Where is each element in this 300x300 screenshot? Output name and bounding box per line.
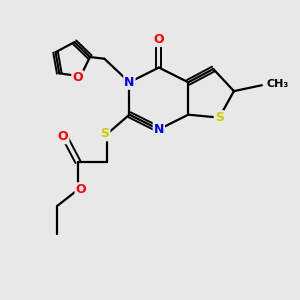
Text: O: O <box>58 130 68 143</box>
Text: S: S <box>215 111 224 124</box>
Text: S: S <box>100 127 109 140</box>
Text: N: N <box>154 123 164 136</box>
Text: O: O <box>76 183 86 196</box>
Text: N: N <box>124 76 135 89</box>
Text: O: O <box>72 71 83 84</box>
Text: O: O <box>154 33 164 46</box>
Text: CH₃: CH₃ <box>266 79 289 89</box>
